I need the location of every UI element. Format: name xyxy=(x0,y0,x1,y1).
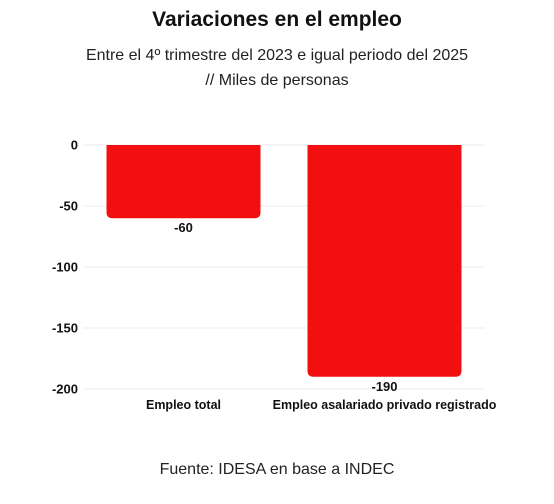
y-tick-label: -100 xyxy=(52,260,78,275)
data-label: -60 xyxy=(174,220,193,235)
y-tick-label: -150 xyxy=(52,321,78,336)
y-tick-label: -200 xyxy=(52,382,78,397)
chart-subtitle: Entre el 4º trimestre del 2023 e igual p… xyxy=(85,47,469,64)
y-tick-label: 0 xyxy=(71,138,78,153)
bar xyxy=(106,145,261,219)
x-category-label: Empleo asalariado privado registrado xyxy=(273,398,497,412)
y-tick-label: -50 xyxy=(59,199,78,214)
x-category-label: Empleo total xyxy=(146,398,221,412)
chart-units: // Miles de personas xyxy=(205,72,349,89)
bar xyxy=(307,145,462,377)
chart-title: Variaciones en el empleo xyxy=(152,8,402,31)
chart-source: Fuente: IDESA en base a INDEC xyxy=(159,461,395,478)
data-label: -190 xyxy=(371,379,397,394)
